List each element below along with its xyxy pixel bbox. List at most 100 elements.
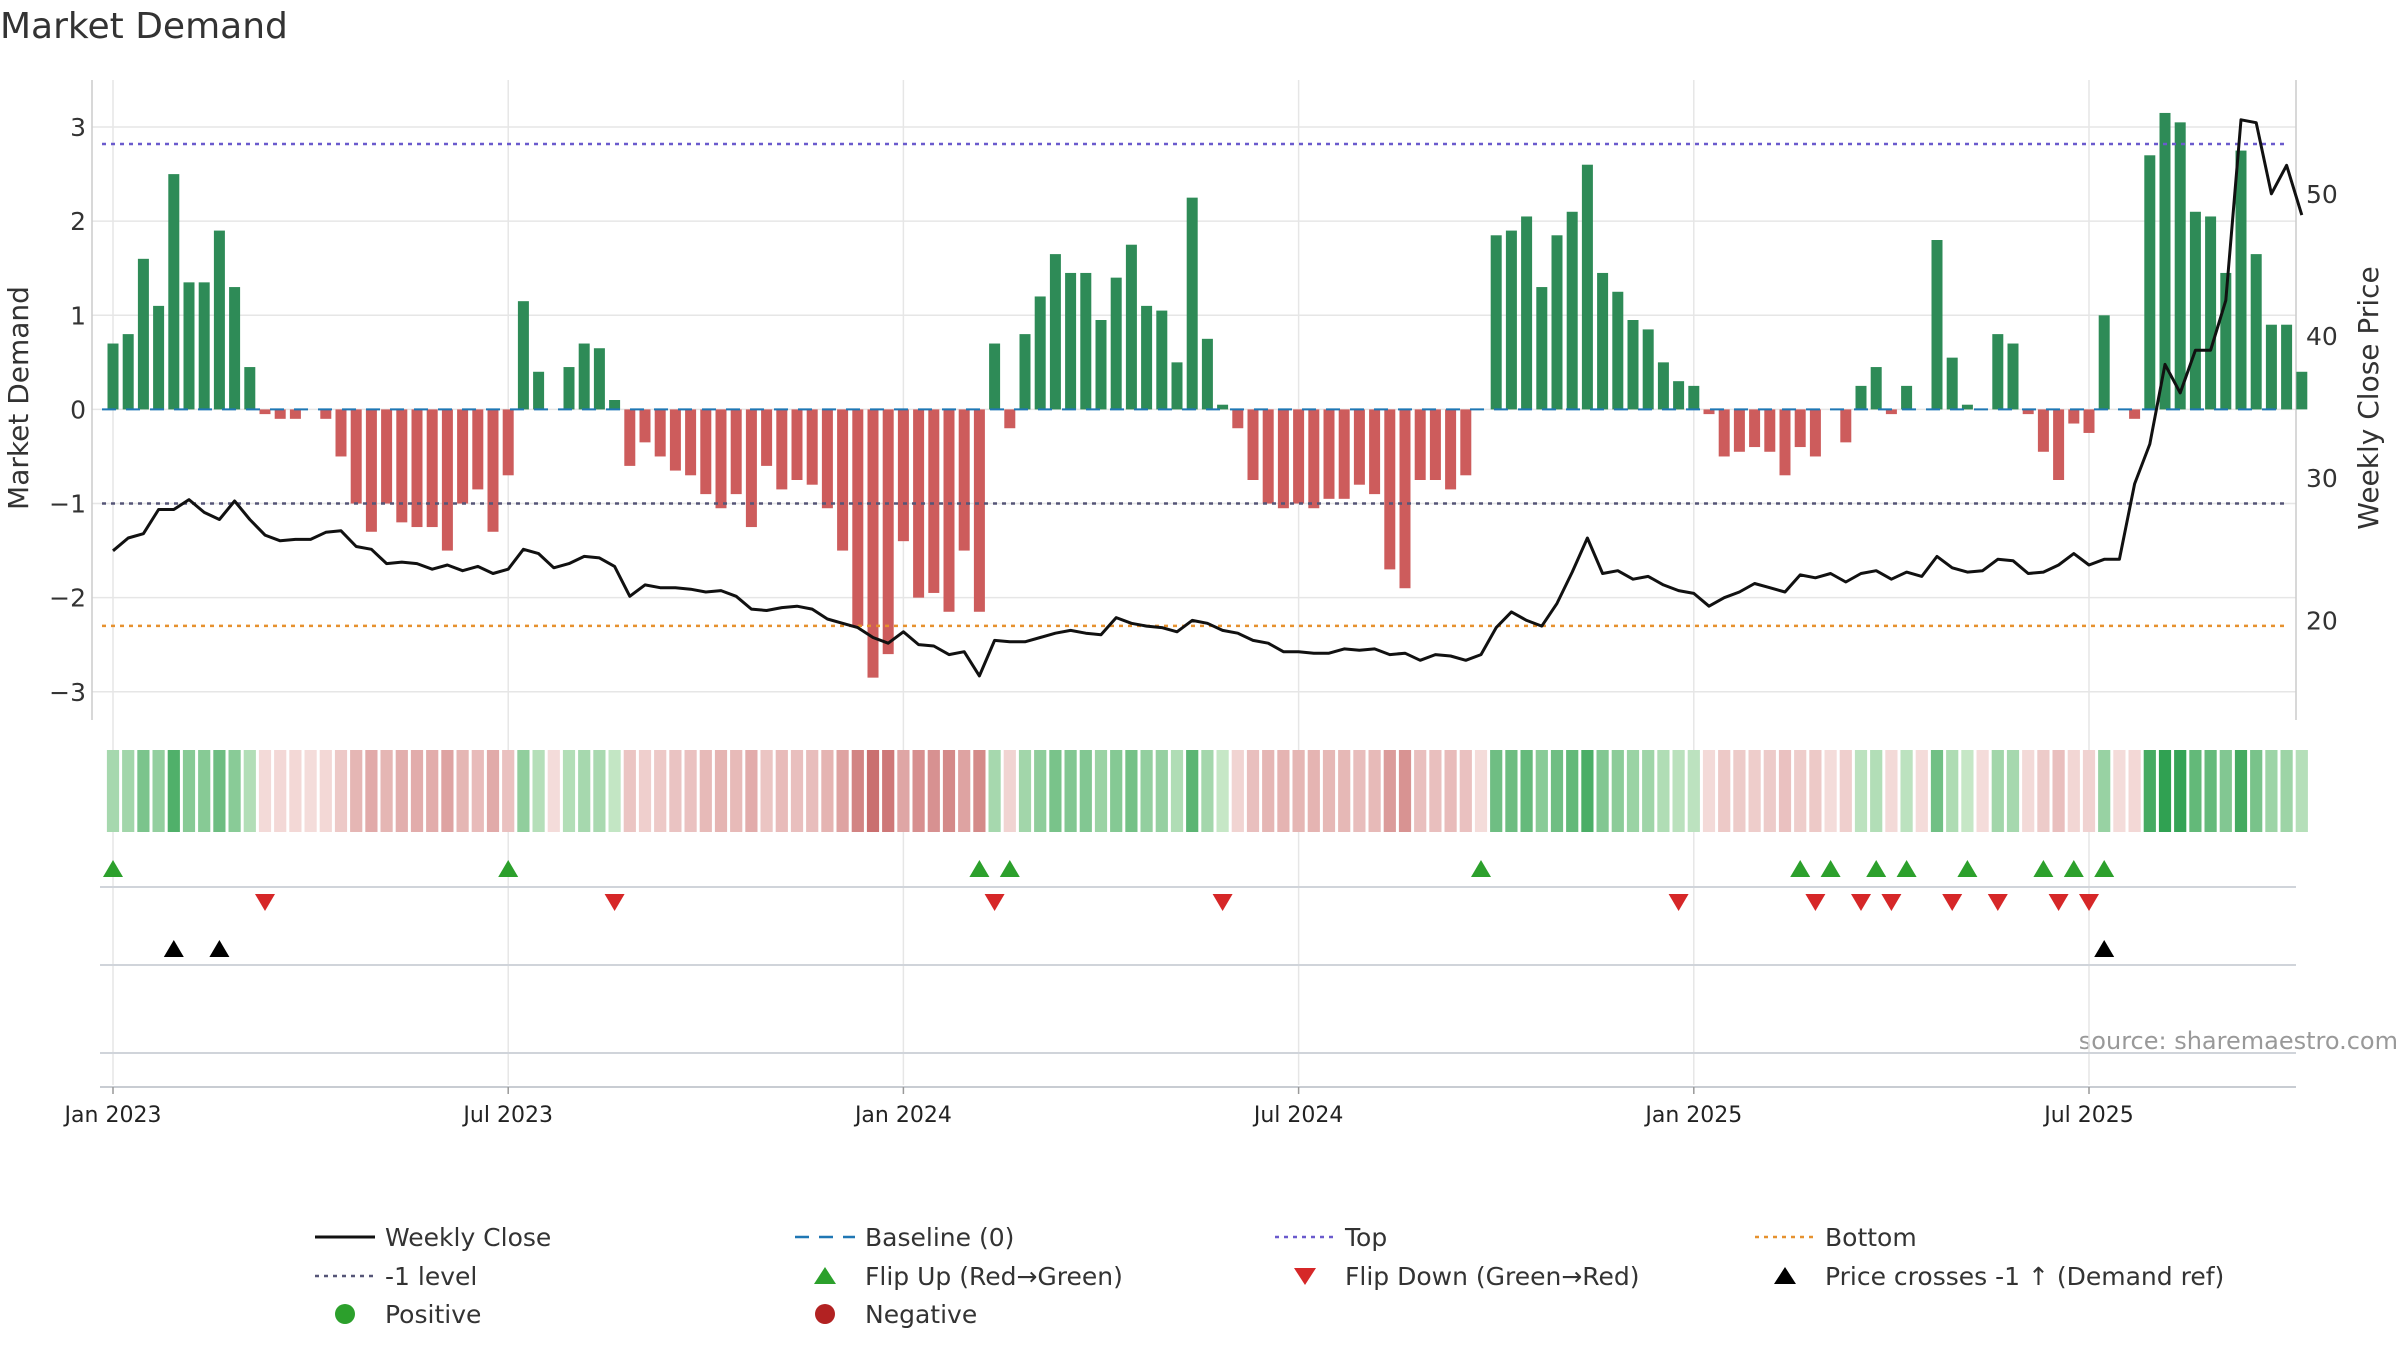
heat-cell-negative bbox=[1459, 750, 1472, 832]
positive-bar bbox=[1931, 240, 1943, 410]
signal-markers bbox=[100, 860, 2296, 1054]
heat-cell-positive bbox=[2158, 750, 2172, 832]
heat-cell-positive bbox=[1094, 750, 1108, 832]
price-cross-marker bbox=[2094, 940, 2115, 957]
negative-bar bbox=[1247, 409, 1259, 480]
negative-bar bbox=[2037, 409, 2049, 452]
heat-cell-negative bbox=[866, 750, 880, 832]
heat-cell-negative bbox=[456, 750, 469, 832]
heat-cell-negative bbox=[410, 750, 424, 832]
positive-bar bbox=[1186, 197, 1198, 410]
flip-up-marker bbox=[2033, 860, 2054, 877]
heat-cell-negative bbox=[973, 750, 986, 832]
heat-cell-negative bbox=[1474, 750, 1488, 832]
negative-bar bbox=[1384, 409, 1396, 570]
heat-cell-positive bbox=[608, 750, 621, 832]
positive-bar bbox=[1065, 272, 1077, 410]
heat-cell-positive bbox=[1170, 750, 1184, 832]
heat-cell-positive bbox=[137, 750, 150, 832]
negative-bar bbox=[1338, 409, 1350, 499]
negative-bar bbox=[1794, 409, 1806, 448]
heat-cell-positive bbox=[2295, 750, 2308, 832]
heat-cell-positive bbox=[1490, 750, 1503, 832]
legend-swatch-circle bbox=[335, 1304, 355, 1324]
flip-up-marker bbox=[1866, 860, 1887, 877]
negative-bar bbox=[365, 409, 377, 532]
negative-bar bbox=[943, 409, 955, 612]
legend-label: Positive bbox=[385, 1300, 481, 1329]
x-tick-label: Jul 2024 bbox=[1252, 1103, 1344, 1128]
heat-cell-negative bbox=[2082, 750, 2096, 832]
positive-bar bbox=[1505, 230, 1517, 410]
positive-bar bbox=[2265, 324, 2277, 410]
negative-bar bbox=[1414, 409, 1426, 480]
positive-bar bbox=[1961, 404, 1973, 410]
heat-cell-negative bbox=[547, 750, 560, 832]
heat-cell-negative bbox=[1778, 750, 1792, 832]
heat-cell-negative bbox=[1748, 750, 1761, 832]
demand-bars bbox=[107, 112, 2308, 678]
negative-bar bbox=[274, 409, 286, 419]
positive-bar bbox=[1019, 334, 1031, 410]
heat-cell-negative bbox=[836, 750, 849, 832]
negative-bar bbox=[441, 409, 453, 551]
negative-bar bbox=[2053, 409, 2065, 480]
axis-ticks: 3 2 1 0 −1 −2 −3 50 40 30 20 bbox=[49, 113, 2338, 707]
positive-bar bbox=[2098, 315, 2110, 410]
negative-bar bbox=[1323, 409, 1335, 499]
positive-bar bbox=[1855, 385, 1867, 410]
positive-bar bbox=[168, 174, 180, 410]
negative-bar bbox=[1779, 409, 1791, 476]
legend-swatch-circle bbox=[815, 1304, 835, 1324]
heat-cell-positive bbox=[1079, 750, 1092, 832]
heat-cell-negative bbox=[274, 750, 287, 832]
positive-bar bbox=[1657, 362, 1669, 410]
heat-cell-positive bbox=[593, 750, 606, 832]
legend-swatch-triangle-down bbox=[1294, 1268, 1316, 1285]
y-tick-label: 0 bbox=[70, 395, 86, 424]
heat-cell-negative bbox=[1824, 750, 1837, 832]
positive-bar bbox=[2189, 211, 2201, 410]
heat-cell-negative bbox=[289, 750, 302, 832]
heat-cell-negative bbox=[258, 750, 272, 832]
heat-cell-positive bbox=[1064, 750, 1077, 832]
heat-cell-negative bbox=[2052, 750, 2065, 832]
negative-bar bbox=[776, 409, 788, 490]
heat-cell-positive bbox=[1900, 750, 1913, 832]
positive-bar bbox=[213, 230, 225, 410]
positive-bar bbox=[2007, 343, 2019, 410]
heat-cell-positive bbox=[2098, 750, 2111, 832]
heat-cell-negative bbox=[2022, 750, 2035, 832]
positive-bar bbox=[2205, 216, 2217, 410]
heat-cell-negative bbox=[1262, 750, 1275, 832]
positive-bar bbox=[1597, 272, 1609, 410]
negative-bar bbox=[289, 409, 301, 419]
positive-bar bbox=[1141, 305, 1153, 410]
heat-cell-negative bbox=[1794, 750, 1807, 832]
negative-bar bbox=[958, 409, 970, 551]
heat-cell-negative bbox=[395, 750, 408, 832]
negative-bar bbox=[1749, 409, 1761, 448]
heat-cell-negative bbox=[942, 750, 956, 832]
weekly-close-line-group bbox=[112, 118, 2304, 678]
flip-down-marker bbox=[1668, 894, 1689, 911]
heat-cell-negative bbox=[927, 750, 940, 832]
heat-cell-positive bbox=[1870, 750, 1883, 832]
heat-cell-positive bbox=[1930, 750, 1944, 832]
positive-bar bbox=[2235, 150, 2247, 410]
heat-cell-negative bbox=[882, 750, 895, 832]
flip-down-marker bbox=[1987, 894, 2008, 911]
positive-bar bbox=[1642, 329, 1654, 410]
heat-cell-positive bbox=[532, 750, 545, 832]
legend-label: Top bbox=[1344, 1223, 1387, 1252]
heat-cell-negative bbox=[319, 750, 332, 832]
positive-bar bbox=[2250, 254, 2262, 410]
heat-cell-positive bbox=[1657, 750, 1670, 832]
heat-cell-positive bbox=[1991, 750, 2004, 832]
negative-bar bbox=[426, 409, 438, 528]
positive-bar bbox=[1171, 362, 1183, 410]
heat-cell-positive bbox=[1505, 750, 1518, 832]
heat-cell-negative bbox=[1839, 750, 1852, 832]
y2-tick-label: 40 bbox=[2306, 322, 2338, 351]
positive-bar bbox=[1673, 381, 1685, 410]
